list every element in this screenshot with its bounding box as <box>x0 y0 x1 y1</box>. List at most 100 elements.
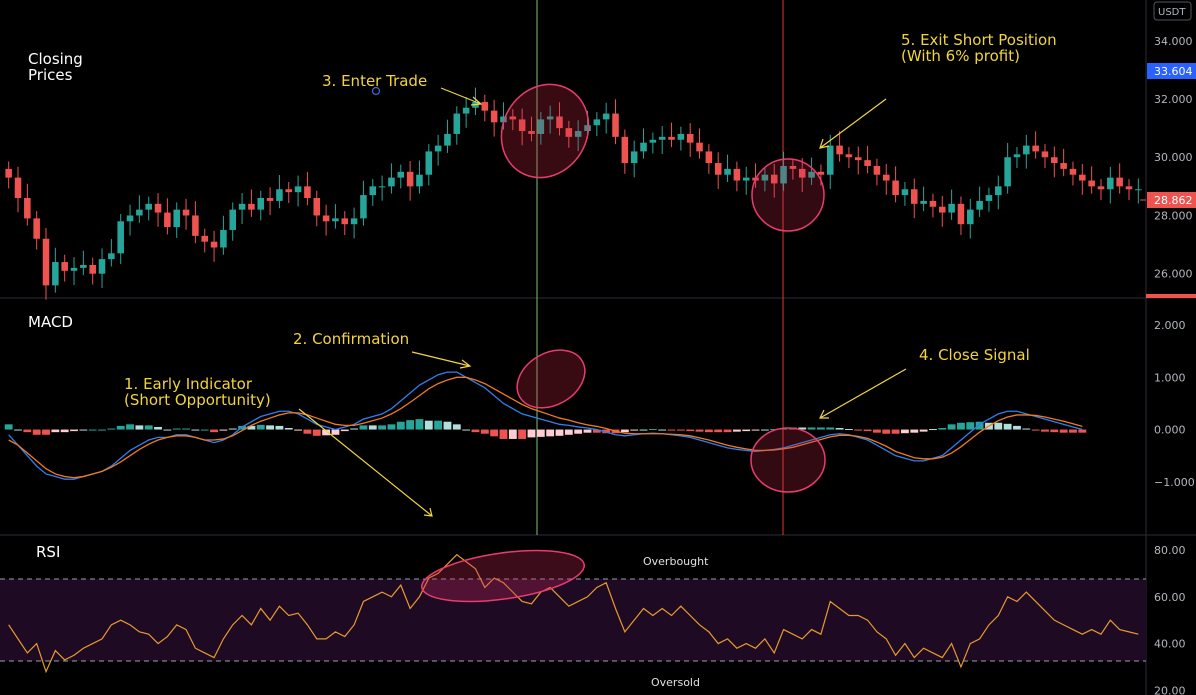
candle-body <box>677 133 685 140</box>
macd-histogram-bar <box>303 429 312 434</box>
candle-body <box>864 160 871 166</box>
candle-body <box>873 165 881 175</box>
unit-badge[interactable] <box>1153 1 1192 21</box>
marker-circle <box>371 86 381 96</box>
candle-body <box>798 168 806 178</box>
macd-histogram-bar <box>396 421 405 430</box>
candle-body <box>257 198 265 210</box>
rsi-line <box>8 553 1139 674</box>
price-axis: 26.000 28.000 30.000 32.000 34.000 <box>1154 35 1193 281</box>
macd-histogram-bar <box>975 421 984 430</box>
macd-histogram-bar <box>312 429 321 436</box>
candle-body <box>929 200 937 207</box>
macd-panel-title: MACD <box>28 313 73 331</box>
candle-body <box>126 215 134 222</box>
axis-tick-label: 1.000 <box>1154 371 1186 384</box>
macd-histogram-bar <box>686 429 695 432</box>
candle-body <box>565 128 573 137</box>
macd-histogram-bar <box>854 429 863 431</box>
last-price-badge <box>1147 192 1196 208</box>
candle-body <box>640 142 647 152</box>
candle-body <box>350 218 358 225</box>
axis-tick-label: 2.000 <box>1154 319 1186 332</box>
exit-position-highlight <box>751 158 825 232</box>
confirmation-annotation: 2. Confirmation <box>293 330 409 348</box>
candle-body <box>574 131 582 137</box>
macd-histogram-bar <box>518 429 527 439</box>
macd-histogram-bar <box>490 429 499 437</box>
early-indicator-annotation: 1. Early Indicator (Short Opportunity) <box>124 375 271 409</box>
candle-body <box>1069 168 1077 175</box>
macd-histogram-bar <box>816 427 825 430</box>
macd-histogram-bar <box>676 429 685 431</box>
candle-body <box>948 203 955 213</box>
rsi-panel-title: RSI <box>36 543 60 561</box>
last-price-value: 28.862 <box>1154 194 1193 207</box>
candle-body <box>434 145 442 152</box>
macd-histogram-bar <box>564 429 573 435</box>
candle-body <box>826 145 834 175</box>
candle-body <box>182 209 190 216</box>
candle-body <box>621 136 629 164</box>
candle-body <box>481 101 489 111</box>
candle-body <box>705 151 713 164</box>
macd-histogram-bar <box>910 429 919 433</box>
macd-histogram-bar <box>760 429 769 431</box>
candle-body <box>668 136 675 140</box>
macd-histogram-bar <box>994 422 1003 430</box>
candle-body <box>714 163 722 175</box>
price-candles <box>5 87 1142 300</box>
axis-tick-label: 60.00 <box>1154 591 1186 604</box>
candle-body <box>42 238 50 286</box>
macd-histogram-bar <box>1069 429 1077 433</box>
macd-histogram-bar <box>424 420 433 430</box>
candle-body <box>957 203 965 225</box>
last-price-bar <box>1146 294 1196 298</box>
candle-body <box>444 133 451 146</box>
macd-histogram-bar <box>247 425 256 430</box>
macd-histogram-bar <box>835 427 844 430</box>
macd-histogram-bar <box>79 429 88 431</box>
macd-histogram-bar <box>4 424 13 430</box>
high-price-value: 33.604 <box>1154 65 1193 78</box>
close-signal-annotation: 4. Close Signal <box>919 346 1030 364</box>
macd-histogram-bar <box>648 429 657 431</box>
macd-histogram-bar <box>891 429 900 434</box>
macd-histogram-bar <box>14 429 22 431</box>
candle-body <box>808 171 815 178</box>
candle-body <box>416 174 423 187</box>
candle-body <box>770 174 778 184</box>
macd-histogram-bar <box>480 429 489 434</box>
candle-body <box>910 189 918 204</box>
macd-histogram-bar <box>592 429 601 433</box>
candle-body <box>546 116 554 120</box>
macd-histogram-bar <box>630 429 639 431</box>
confirmation-arrow <box>411 351 472 369</box>
candle-body <box>490 110 498 123</box>
macd-histogram-bar <box>723 429 732 433</box>
macd-histogram-bar <box>957 422 965 430</box>
candle-body <box>584 125 591 132</box>
candle-body <box>388 177 395 187</box>
candle-body <box>1097 186 1105 190</box>
candle-body <box>976 200 983 210</box>
macd-histogram-bar <box>844 429 853 431</box>
macd-histogram-bar <box>966 422 975 430</box>
macd-histogram-bar <box>667 429 676 431</box>
macd-histogram-bar <box>583 429 592 433</box>
candle-body <box>742 177 750 181</box>
candle-body <box>882 174 890 181</box>
macd-histogram-bar <box>452 424 461 430</box>
macd-histogram-bar <box>60 429 69 433</box>
candle-body <box>817 171 825 175</box>
candle-body <box>229 209 237 231</box>
macd-histogram-bar <box>901 429 909 434</box>
candle-body <box>836 145 843 155</box>
macd-histogram-bar <box>182 428 190 430</box>
axis-tick-label: 32.000 <box>1154 93 1193 106</box>
macd-histogram-bar <box>1078 429 1087 433</box>
candle-body <box>378 186 386 188</box>
rsi-overbought-highlight <box>420 549 586 603</box>
candle-body <box>145 203 152 210</box>
macd-histogram-bar <box>704 429 713 433</box>
